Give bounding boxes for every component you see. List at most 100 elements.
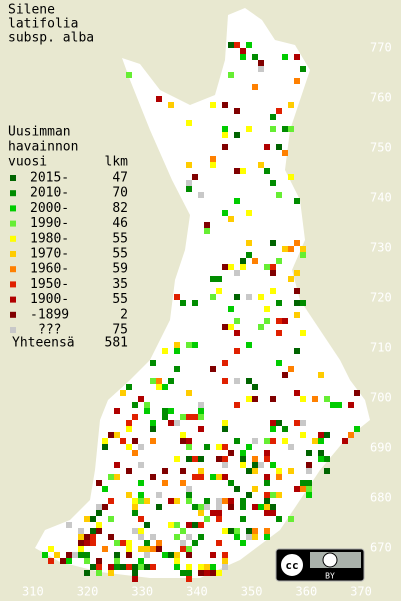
observation-dot: [252, 468, 258, 474]
observation-dot: [282, 54, 288, 60]
observation-dot: [108, 432, 114, 438]
observation-dot: [228, 528, 234, 534]
observation-dot: [252, 84, 258, 90]
observation-dot: [270, 240, 276, 246]
observation-dot: [222, 132, 228, 138]
observation-dot: [282, 438, 288, 444]
observation-dot: [144, 546, 150, 552]
observation-dot: [246, 444, 252, 450]
observation-dot: [222, 462, 228, 468]
legend-count: 55: [112, 292, 128, 307]
license-text: BY: [325, 572, 335, 581]
observation-dot: [234, 318, 240, 324]
observation-dot: [288, 366, 294, 372]
observation-dot: [78, 540, 84, 546]
observation-dot: [210, 570, 216, 576]
legend-swatch: [10, 235, 16, 242]
observation-dot: [276, 420, 282, 426]
observation-dot: [204, 564, 210, 570]
observation-dot: [312, 438, 318, 444]
observation-dot: [258, 504, 264, 510]
observation-dot: [144, 552, 150, 558]
observation-dot: [288, 246, 294, 252]
observation-dot: [162, 384, 168, 390]
legend-label: 1970-: [30, 247, 69, 262]
observation-dot: [96, 570, 102, 576]
observation-dot: [222, 324, 228, 330]
observation-dot: [240, 168, 246, 174]
observation-dot: [198, 474, 204, 480]
observation-dot: [102, 444, 108, 450]
observation-dot: [216, 540, 222, 546]
observation-dot: [264, 480, 270, 486]
observation-dot: [300, 480, 306, 486]
observation-dot: [210, 294, 216, 300]
observation-dot: [294, 288, 300, 294]
observation-dot: [210, 156, 216, 162]
observation-dot: [228, 324, 234, 330]
observation-dot: [288, 126, 294, 132]
observation-dot: [90, 540, 96, 546]
title: latifolia: [8, 17, 78, 32]
observation-dot: [330, 402, 336, 408]
observation-dot: [348, 402, 354, 408]
legend-count: 75: [112, 323, 128, 338]
observation-dot: [102, 504, 108, 510]
observation-dot: [216, 456, 222, 462]
observation-dot: [264, 492, 270, 498]
observation-dot: [102, 438, 108, 444]
observation-dot: [126, 384, 132, 390]
northing-label: 730: [370, 241, 392, 255]
observation-dot: [300, 330, 306, 336]
observation-dot: [222, 426, 228, 432]
observation-dot: [252, 462, 258, 468]
observation-dot: [264, 504, 270, 510]
observation-dot: [294, 78, 300, 84]
observation-dot: [186, 534, 192, 540]
observation-dot: [318, 456, 324, 462]
observation-dot: [162, 408, 168, 414]
observation-dot: [228, 450, 234, 456]
observation-dot: [240, 504, 246, 510]
observation-dot: [252, 54, 258, 60]
observation-dot: [228, 42, 234, 48]
observation-dot: [180, 468, 186, 474]
observation-dot: [126, 420, 132, 426]
observation-dot: [270, 426, 276, 432]
observation-dot: [354, 390, 360, 396]
legend-label: -1899: [30, 307, 69, 322]
observation-dot: [84, 558, 90, 564]
observation-dot: [150, 426, 156, 432]
observation-dot: [264, 498, 270, 504]
observation-dot: [198, 402, 204, 408]
observation-dot: [264, 450, 270, 456]
observation-dot: [240, 462, 246, 468]
observation-dot: [240, 48, 246, 54]
legend-count: 55: [112, 231, 128, 246]
observation-dot: [204, 504, 210, 510]
observation-dot: [300, 300, 306, 306]
observation-dot: [186, 186, 192, 192]
observation-dot: [96, 558, 102, 564]
observation-dot: [324, 396, 330, 402]
observation-dot: [222, 558, 228, 564]
legend-label: 1900-: [30, 292, 69, 307]
observation-dot: [258, 324, 264, 330]
observation-dot: [156, 504, 162, 510]
observation-dot: [246, 252, 252, 258]
observation-dot: [96, 504, 102, 510]
observation-dot: [234, 330, 240, 336]
observation-dot: [204, 222, 210, 228]
legend-swatch: [10, 327, 16, 333]
observation-dot: [240, 264, 246, 270]
northing-label: 680: [370, 491, 392, 505]
observation-dot: [48, 558, 54, 564]
observation-dot: [258, 66, 264, 72]
observation-dot: [246, 492, 252, 498]
observation-dot: [288, 102, 294, 108]
observation-dot: [42, 552, 48, 558]
observation-dot: [114, 540, 120, 546]
easting-label: 320: [77, 585, 99, 599]
observation-dot: [216, 570, 222, 576]
observation-dot: [210, 102, 216, 108]
